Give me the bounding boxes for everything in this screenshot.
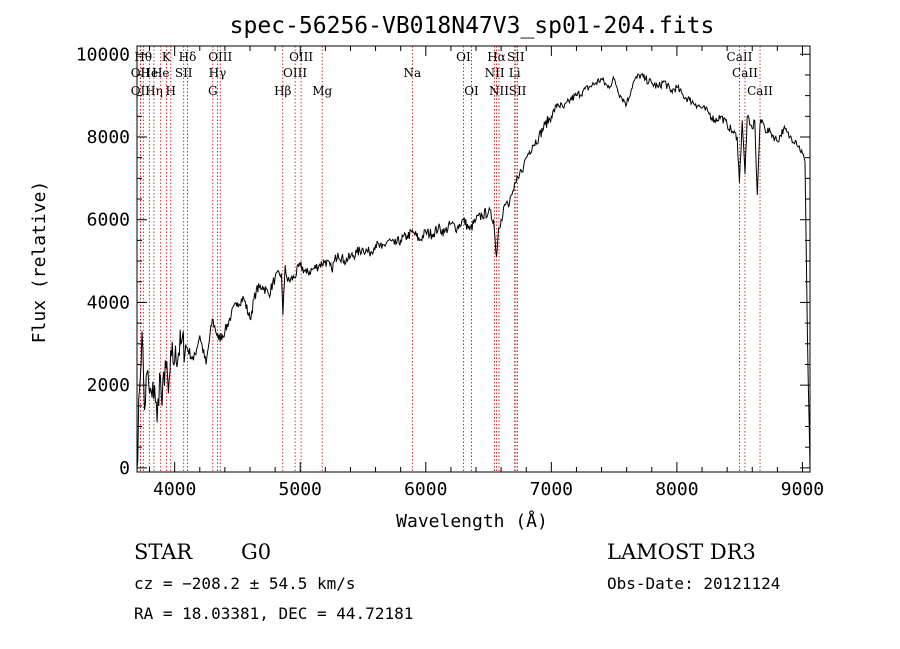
line-marker-label-23: Li (509, 66, 521, 80)
line-marker-label-5: He (152, 66, 170, 80)
observation-date: Obs-Date: 20121124 (607, 574, 780, 593)
y-tick-label-1: 2000 (87, 375, 130, 396)
line-marker-label-24: SII (507, 50, 525, 64)
line-marker-label-7: H (166, 84, 176, 98)
x-tick-label-1: 5000 (279, 479, 322, 500)
line-marker-label-6: K (162, 50, 172, 64)
line-marker-label-20: NII (485, 66, 505, 80)
y-tick-label-0: 0 (119, 458, 130, 479)
line-marker-label-8: SII (175, 66, 193, 80)
line-marker-label-18: OI (456, 50, 471, 64)
x-tick-label-0: 4000 (153, 479, 196, 500)
series-layer (136, 72, 811, 468)
line-marker-label-11: Hγ (209, 66, 227, 80)
x-tick-label-2: 6000 (404, 479, 447, 500)
x-tick-label-4: 8000 (655, 479, 698, 500)
axis-ticks: 4000 5000 6000 7000 8000 9000 0 2000 4000 6000 800… (76, 44, 824, 500)
coordinates: RA = 18.03381, DEC = 44.72181 (134, 604, 413, 623)
line-marker-label-21: Hα (487, 50, 506, 64)
chart-title: spec-56256-VB018N47V3_sp01-204.fits (230, 13, 715, 39)
line-marker-label-14: OIII (283, 66, 307, 80)
x-tick-label-3: 7000 (530, 479, 573, 500)
line-marker-label-1: OII (131, 66, 151, 80)
line-marker-label-12: OIII (208, 50, 232, 64)
line-marker-label-19: OI (464, 84, 479, 98)
line-marker-label-15: OIII (289, 50, 313, 64)
line-marker-label-3: He (141, 66, 159, 80)
line-marker-label-22: NII (489, 84, 509, 98)
line-marker-label-27: CaII (732, 66, 758, 80)
y-tick-label-2: 4000 (87, 292, 130, 313)
line-marker-label-26: CaII (727, 50, 753, 64)
object-class: STAR (134, 540, 193, 564)
line-marker-label-2: OII (131, 84, 151, 98)
line-marker-label-9: Hδ (179, 50, 197, 64)
line-marker-label-25: SII (509, 84, 527, 98)
y-tick-label-5: 10000 (76, 44, 130, 65)
line-marker-label-13: Hβ (274, 84, 291, 98)
line-marker-layer: HθOIIOIIHeHηHeKHSIIHδGHγOIIIHβOIIIOIIIMg… (131, 46, 773, 472)
line-marker-label-10: G (208, 84, 218, 98)
flux-series-line (136, 72, 811, 468)
plot-frame (136, 45, 811, 473)
x-axis-label: Wavelength (Å) (396, 510, 548, 532)
x-tick-label-5: 9000 (781, 479, 824, 500)
line-marker-label-16: Mg (312, 84, 332, 98)
line-marker-label-0: Hθ (134, 50, 152, 64)
y-axis-label: Flux (relative) (29, 181, 50, 344)
line-marker-label-28: CaII (747, 84, 773, 98)
line-marker-label-17: Na (404, 66, 422, 80)
y-tick-label-4: 8000 (87, 127, 130, 148)
line-marker-label-4: Hη (145, 84, 163, 98)
object-subclass: G0 (241, 540, 271, 564)
y-tick-label-3: 6000 (87, 210, 130, 231)
redshift-velocity: cz = −208.2 ± 54.5 km/s (134, 574, 356, 593)
survey-name: LAMOST DR3 (607, 540, 756, 564)
